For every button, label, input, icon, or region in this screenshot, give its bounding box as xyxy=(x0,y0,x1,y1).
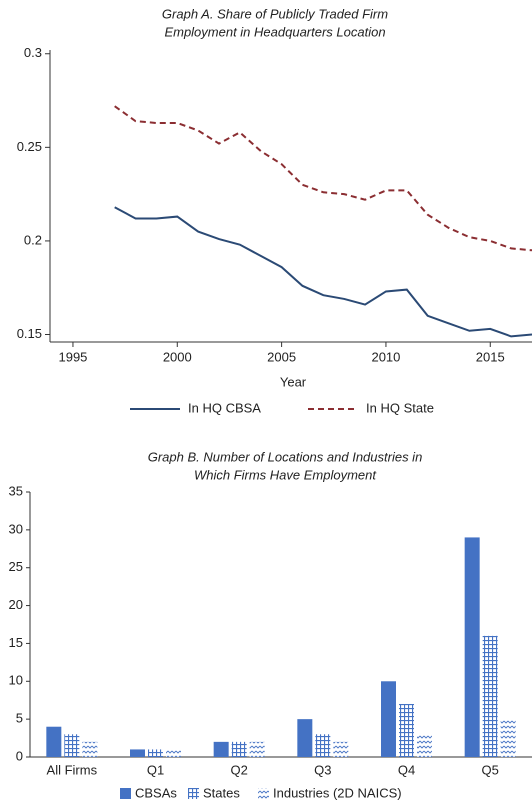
chart-title: Graph A. Share of Publicly Traded Firm xyxy=(162,6,388,21)
chart-title: Employment in Headquarters Location xyxy=(164,24,385,39)
bar xyxy=(297,719,313,757)
y-tick-label: 35 xyxy=(9,483,23,498)
y-tick-label: 0.15 xyxy=(17,326,42,341)
x-tick-label: Q4 xyxy=(398,762,415,777)
bar xyxy=(315,734,331,757)
bar xyxy=(333,741,349,757)
x-tick-label: Q1 xyxy=(147,762,164,777)
y-tick-label: 20 xyxy=(9,597,23,612)
bar xyxy=(249,741,265,757)
x-tick-label: 2000 xyxy=(163,349,192,364)
bar xyxy=(399,704,414,757)
bar xyxy=(482,635,498,757)
y-tick-label: 15 xyxy=(9,635,23,650)
y-tick-label: 10 xyxy=(9,673,23,688)
bar xyxy=(231,741,247,757)
bar xyxy=(213,741,229,757)
chart-title: Which Firms Have Employment xyxy=(194,467,377,482)
x-tick-label: Q2 xyxy=(230,762,247,777)
legend-swatch xyxy=(188,788,199,799)
x-tick-label: Q5 xyxy=(481,762,498,777)
x-tick-label: All Firms xyxy=(47,762,98,777)
chart-title: Graph B. Number of Locations and Industr… xyxy=(148,449,423,464)
legend-swatch xyxy=(258,788,269,799)
y-tick-label: 0.25 xyxy=(17,139,42,154)
x-tick-label: 2010 xyxy=(371,349,400,364)
y-tick-label: 0.3 xyxy=(24,45,42,60)
bar xyxy=(46,726,62,757)
y-tick-label: 5 xyxy=(16,711,23,726)
legend-swatch xyxy=(120,788,131,799)
x-axis-label: Year xyxy=(280,374,307,389)
legend-label: CBSAs xyxy=(135,785,177,800)
y-tick-label: 30 xyxy=(9,521,23,536)
bar xyxy=(130,749,145,757)
y-tick-label: 25 xyxy=(9,559,23,574)
x-tick-label: 2015 xyxy=(476,349,505,364)
legend-label: Industries (2D NAICS) xyxy=(273,785,402,800)
bar xyxy=(464,537,480,757)
bar xyxy=(148,749,163,757)
bar xyxy=(381,681,396,757)
x-tick-label: 1995 xyxy=(58,349,87,364)
line-series xyxy=(114,105,532,252)
x-tick-label: 2005 xyxy=(267,349,296,364)
bar xyxy=(500,719,516,757)
legend-label: In HQ State xyxy=(366,400,434,415)
bar xyxy=(166,749,181,757)
legend-label: In HQ CBSA xyxy=(188,400,261,415)
legend-label: States xyxy=(203,785,240,800)
y-tick-label: 0.2 xyxy=(24,232,42,247)
x-tick-label: Q3 xyxy=(314,762,331,777)
line-series xyxy=(114,206,532,338)
y-tick-label: 0 xyxy=(16,748,23,763)
bar xyxy=(82,741,98,757)
bar xyxy=(417,734,432,757)
bar xyxy=(64,734,80,757)
